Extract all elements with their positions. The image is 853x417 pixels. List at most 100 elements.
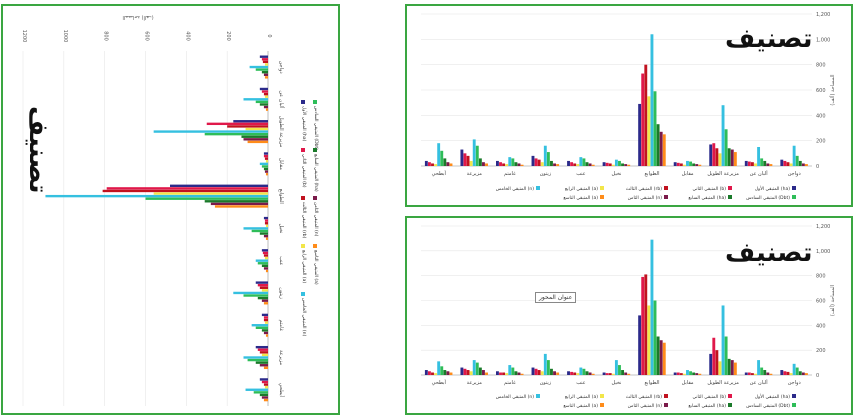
legend-swatch (792, 195, 796, 199)
y-tick-label: 1,200 (816, 224, 830, 230)
axis-label: المساحة (ألف) (122, 14, 153, 21)
bar (540, 162, 544, 166)
bar (259, 232, 268, 235)
category-label: غامتم (278, 319, 284, 331)
tick-label: 1200 (21, 30, 27, 43)
legend-label: المتبقي الرابع (a) (565, 394, 598, 400)
bar (712, 143, 716, 166)
bar (520, 373, 524, 375)
bar (647, 305, 651, 375)
bar (440, 150, 444, 166)
bar (624, 372, 628, 375)
bar (582, 158, 586, 166)
bar (505, 164, 509, 166)
bar (261, 249, 268, 252)
bar (265, 108, 268, 111)
bar (424, 370, 428, 375)
bar (257, 262, 268, 265)
bar (472, 139, 476, 166)
bar (556, 164, 560, 166)
bar (206, 122, 268, 126)
x-tick-label: زيتون (540, 380, 552, 386)
bar (624, 164, 628, 166)
bar (478, 367, 482, 375)
bar (608, 373, 612, 375)
bar (427, 162, 431, 166)
bar (243, 138, 268, 141)
legend-swatch (728, 403, 732, 407)
bar (679, 373, 683, 375)
bar (255, 281, 268, 284)
bar (792, 145, 796, 166)
bar (750, 373, 754, 375)
legend-swatch (728, 186, 732, 190)
bar (747, 372, 751, 375)
bar (570, 162, 574, 166)
bar (638, 315, 642, 375)
bar (591, 373, 595, 375)
x-tick-label: عنب (576, 171, 585, 177)
bar (786, 371, 790, 375)
bar (783, 160, 787, 166)
bar (602, 372, 606, 375)
bar (573, 163, 577, 166)
y-tick-label: 800 (816, 63, 826, 69)
bar (145, 197, 268, 200)
bar (259, 55, 268, 58)
bar (514, 371, 518, 375)
bar (499, 162, 502, 166)
bar (608, 163, 612, 166)
bar (482, 162, 485, 166)
bar (588, 163, 592, 166)
bar (650, 239, 654, 375)
bar (556, 372, 560, 375)
bar (718, 153, 722, 166)
bar (801, 372, 805, 375)
bar (641, 73, 645, 166)
bar (463, 368, 467, 375)
y-axis-label: المساحة (ألف) (829, 285, 836, 316)
legend-label: المتبقي الخامس (n) (301, 298, 307, 336)
bar (102, 189, 268, 193)
bar (431, 372, 434, 375)
legend-swatch (313, 196, 317, 200)
bar (505, 373, 509, 375)
legend-swatch (600, 186, 604, 190)
bar (727, 358, 731, 375)
bar (264, 256, 268, 260)
bar (478, 158, 482, 166)
bar (733, 362, 737, 375)
bar (517, 163, 521, 166)
bar (543, 353, 547, 375)
bar (255, 361, 268, 364)
bar (263, 154, 268, 158)
bar (153, 192, 268, 195)
bar (550, 368, 553, 375)
x-tick-label: مزيرعة (467, 380, 483, 386)
bar (659, 340, 663, 375)
legend-swatch (600, 403, 604, 407)
bar (255, 345, 268, 349)
y-tick-label: 0 (816, 373, 819, 379)
bar (611, 373, 615, 375)
bar (805, 164, 808, 166)
bar (496, 371, 499, 375)
y-tick-label: 200 (816, 139, 826, 145)
y-tick-label: 600 (816, 299, 826, 305)
bar (264, 157, 268, 160)
chart-panel-bottom-right: 0 200 400 600 800 1,000 1,200 المساحة (ألف) أبطح… (405, 216, 853, 415)
legend-label: المتبقي الخامس (n) (496, 186, 534, 192)
bar (265, 269, 268, 273)
bar (255, 259, 268, 262)
bar (792, 363, 796, 375)
bar (757, 147, 761, 166)
legend-swatch (313, 100, 317, 104)
bar (605, 373, 609, 375)
bar (243, 98, 268, 101)
bar (795, 155, 799, 166)
legend-label: المتبقي الثامن (n) (628, 403, 663, 409)
legend-label: المتبقي الثالث (rb) (626, 394, 662, 400)
bar (653, 91, 657, 166)
chart-panel-top-right: 0 200 400 600 800 1,000 1,200 المساحة (ألف) أبطح… (405, 4, 853, 207)
x-tick-label: غامتم (504, 171, 516, 177)
